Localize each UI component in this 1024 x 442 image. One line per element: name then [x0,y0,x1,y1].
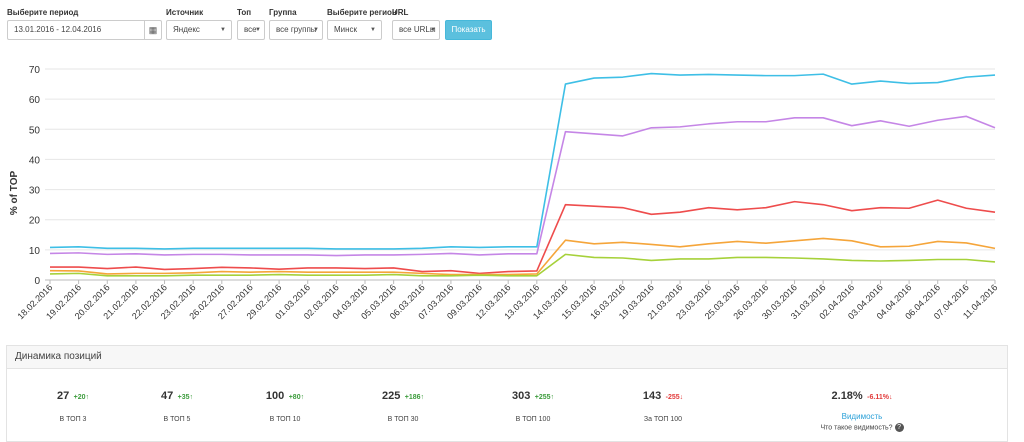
stat-top10: 100 +80↑ В ТОП 10 [235,386,335,423]
stat-delta: +80↑ [288,394,305,401]
filter-top-label: Топ [237,8,252,17]
y-tick-label: 40 [29,155,41,166]
y-tick-label: 10 [29,246,41,257]
series-line-0 [49,72,996,250]
chart-grid [45,68,995,281]
chevron-down-icon: ▼ [430,27,436,33]
stat-caption: За ТОП 100 [643,416,683,423]
stat-top30: 225 +186↑ В ТОП 30 [353,386,453,423]
stat-caption: В ТОП 3 [59,416,87,423]
filter-group-label: Группа [269,8,297,17]
stat-value: 27 [56,390,70,402]
y-tick-label: 20 [29,216,41,227]
group-select[interactable]: все группы ▼ [269,20,323,40]
top-select[interactable]: все ▼ [237,20,265,40]
visibility-value: 2.18% [831,390,863,402]
y-tick-label: 50 [29,125,41,136]
stat-value: 225 [381,390,401,402]
question-circle-icon[interactable]: ? [894,423,904,432]
stat-top100: 303 +255↑ В ТОП 100 [483,386,583,423]
region-select[interactable]: Минск ▼ [327,20,382,40]
series-line-1 [49,115,996,257]
stat-caption: В ТОП 30 [387,416,419,423]
dynamics-title: Динамика позиций [7,346,1007,369]
y-axis-label: % of TOP [9,171,20,216]
filter-region-label: Выберите регион [327,8,397,17]
filter-source-label: Источник [166,8,204,17]
calendar-icon[interactable]: ▦ [144,21,161,39]
chart-series [49,72,996,277]
stat-delta: -255↓ [665,394,684,401]
visibility-delta: -6.11%↓ [867,394,893,401]
chevron-down-icon: ▼ [255,27,261,33]
top-value: все [244,25,257,34]
series-line-4 [49,253,996,277]
url-value: все URLы [399,25,436,34]
chevron-down-icon: ▼ [370,27,376,33]
stat-caption: В ТОП 10 [269,416,301,423]
show-button[interactable]: Показать [445,20,492,40]
stat-visibility: 2.18% -6.11%↓ Видимость Что такое видимо… [787,386,937,432]
series-line-3 [49,237,996,276]
y-tick-label: 30 [29,186,41,197]
filter-url-label: URL [392,8,409,17]
stat-delta: +20↑ [73,394,90,401]
y-tick-label: 60 [29,95,41,106]
stat-value: 100 [265,390,285,402]
y-axis-ticks: 0 10 20 30 40 50 60 70 [29,65,41,287]
x-axis-ticks: 18.02.201619.02.201620.02.201621.02.2016… [15,280,999,321]
stat-top3: 27 +20↑ В ТОП 3 [23,386,123,423]
period-input[interactable]: 13.01.2016 - 12.04.2016 ▦ [7,20,162,40]
y-tick-label: 70 [29,65,41,76]
period-value: 13.01.2016 - 12.04.2016 [14,25,102,34]
chevron-down-icon: ▼ [313,27,319,33]
chevron-down-icon: ▼ [220,27,226,33]
stat-value: 303 [511,390,531,402]
stat-caption: В ТОП 100 [515,416,551,423]
stat-delta: +35↑ [177,394,194,401]
visibility-link[interactable]: Видимость [841,412,883,421]
series-line-2 [50,199,996,275]
region-value: Минск [334,25,358,34]
stat-caption: В ТОП 5 [163,416,191,423]
stat-top5: 47 +35↑ В ТОП 5 [127,386,227,423]
stat-value: 47 [160,390,174,402]
stat-delta: +255↑ [534,394,555,401]
group-value: все группы [276,25,317,34]
dynamics-panel: Динамика позиций 27 +20↑ В ТОП 3 47 +35↑… [6,345,1008,442]
url-select[interactable]: все URLы ▼ [392,20,440,40]
visibility-question[interactable]: Что такое видимость? [820,424,893,432]
stat-value: 143 [642,390,662,402]
source-value: Яндекс [173,25,200,34]
positions-line-chart: 0 10 20 30 40 50 60 70 % of TOP 18.02.201619.02… [9,65,999,321]
y-tick-label: 0 [34,276,40,287]
stat-delta: +186↑ [404,394,425,401]
filter-period-label: Выберите период [7,8,79,17]
source-select[interactable]: Яндекс ▼ [166,20,232,40]
stat-beyond-top100: 143 -255↓ За ТОП 100 [613,386,713,423]
